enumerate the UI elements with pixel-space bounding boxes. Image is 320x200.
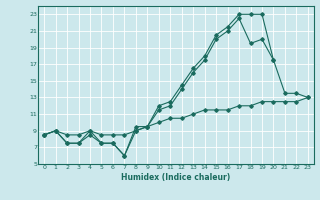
- X-axis label: Humidex (Indice chaleur): Humidex (Indice chaleur): [121, 173, 231, 182]
